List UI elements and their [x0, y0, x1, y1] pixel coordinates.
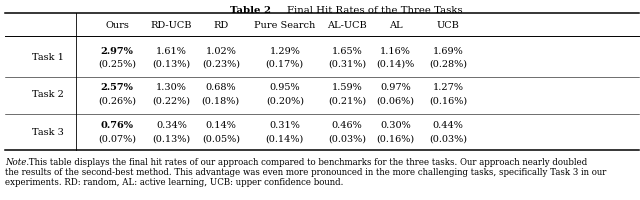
- Text: 1.02%: 1.02%: [205, 46, 236, 55]
- Text: (0.28%): (0.28%): [429, 59, 467, 68]
- Text: (0.07%): (0.07%): [98, 134, 136, 143]
- Text: (0.31%): (0.31%): [328, 59, 366, 68]
- Text: 2.57%: 2.57%: [100, 83, 134, 92]
- Text: 0.30%: 0.30%: [380, 121, 411, 130]
- Text: 0.34%: 0.34%: [156, 121, 187, 130]
- Text: (0.05%): (0.05%): [202, 134, 240, 143]
- Text: (0.25%): (0.25%): [98, 59, 136, 68]
- Text: Ours: Ours: [105, 21, 129, 30]
- Text: RD-UCB: RD-UCB: [151, 21, 192, 30]
- Text: 0.97%: 0.97%: [380, 83, 411, 92]
- Text: AL-UCB: AL-UCB: [327, 21, 367, 30]
- Text: (0.16%): (0.16%): [376, 134, 415, 143]
- Text: 0.31%: 0.31%: [269, 121, 300, 130]
- Text: (0.21%): (0.21%): [328, 96, 366, 105]
- Text: (0.26%): (0.26%): [98, 96, 136, 105]
- Text: (0.03%): (0.03%): [328, 134, 366, 143]
- Text: (0.17%): (0.17%): [266, 59, 304, 68]
- Text: (0.23%): (0.23%): [202, 59, 240, 68]
- Text: Task 2: Task 2: [32, 90, 64, 99]
- Text: 1.16%: 1.16%: [380, 46, 411, 55]
- Text: Task 1: Task 1: [32, 53, 64, 62]
- Text: This table displays the final hit rates of our approach compared to benchmarks f: This table displays the final hit rates …: [26, 157, 587, 166]
- Text: Task 3: Task 3: [32, 128, 64, 137]
- Text: 1.27%: 1.27%: [433, 83, 463, 92]
- Text: (0.20%): (0.20%): [266, 96, 304, 105]
- Text: (0.13%): (0.13%): [152, 134, 191, 143]
- Text: AL: AL: [388, 21, 403, 30]
- Text: (0.03%): (0.03%): [429, 134, 467, 143]
- Text: 1.29%: 1.29%: [269, 46, 300, 55]
- Text: Note.: Note.: [5, 157, 29, 166]
- Text: 0.76%: 0.76%: [100, 121, 134, 130]
- Text: 1.65%: 1.65%: [332, 46, 362, 55]
- Text: experiments. RD: random, AL: active learning, UCB: upper confidence bound.: experiments. RD: random, AL: active lear…: [5, 177, 344, 186]
- Text: 1.61%: 1.61%: [156, 46, 187, 55]
- Text: 1.30%: 1.30%: [156, 83, 187, 92]
- Text: RD: RD: [213, 21, 228, 30]
- Text: 1.59%: 1.59%: [332, 83, 362, 92]
- Text: 0.46%: 0.46%: [332, 121, 362, 130]
- Text: (0.13%): (0.13%): [152, 59, 191, 68]
- Text: UCB: UCB: [436, 21, 460, 30]
- Text: 2.97%: 2.97%: [100, 46, 134, 55]
- Text: Final Hit Rates of the Three Tasks: Final Hit Rates of the Three Tasks: [274, 6, 463, 15]
- Text: (0.22%): (0.22%): [152, 96, 191, 105]
- Text: 0.68%: 0.68%: [205, 83, 236, 92]
- Text: 0.44%: 0.44%: [433, 121, 463, 130]
- Text: 0.14%: 0.14%: [205, 121, 236, 130]
- Text: 1.69%: 1.69%: [433, 46, 463, 55]
- Text: the results of the second-best method. This advantage was even more pronounced i: the results of the second-best method. T…: [5, 167, 607, 176]
- Text: (0.14%): (0.14%): [266, 134, 304, 143]
- Text: Table 2: Table 2: [230, 6, 271, 15]
- Text: (0.06%): (0.06%): [376, 96, 415, 105]
- Text: (0.14)%: (0.14)%: [376, 59, 415, 68]
- Text: 0.95%: 0.95%: [269, 83, 300, 92]
- Text: Pure Search: Pure Search: [254, 21, 316, 30]
- Text: (0.16%): (0.16%): [429, 96, 467, 105]
- Text: (0.18%): (0.18%): [202, 96, 240, 105]
